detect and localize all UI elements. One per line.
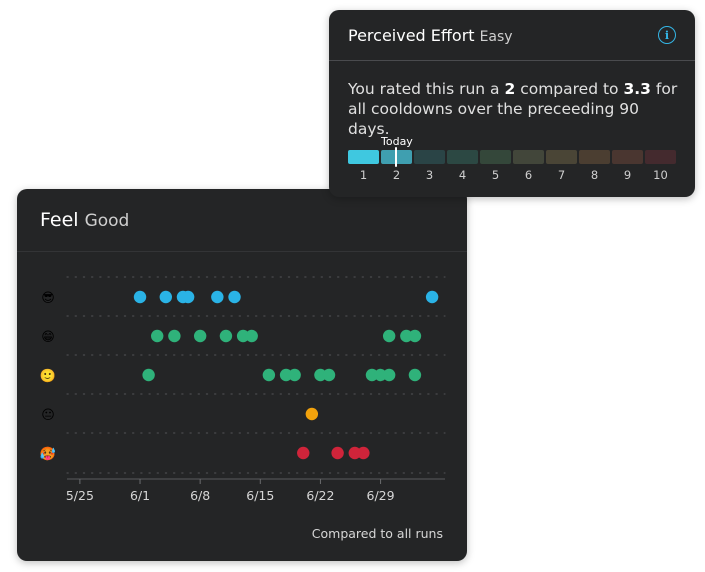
point-good [219, 329, 233, 343]
point-great [181, 290, 195, 304]
feel-footnote: Compared to all runs [311, 526, 443, 541]
today-label: Today [381, 135, 413, 148]
point-okay [382, 368, 396, 382]
point-good [168, 329, 181, 343]
point-bad [297, 446, 310, 460]
point-okay [322, 368, 336, 382]
point-okay [288, 368, 301, 382]
point-good [245, 329, 258, 343]
effort-text-suffix: for all cooldowns over the preceeding 90… [348, 80, 678, 138]
effort-scale-label: 5 [491, 168, 500, 182]
effort-scale-segment: 5 [480, 150, 511, 182]
point-bad [348, 446, 361, 460]
point-good [236, 329, 250, 343]
point-okay [408, 368, 422, 382]
point-okay [365, 368, 379, 382]
effort-scale-label: 4 [458, 168, 467, 182]
feel-divider [17, 251, 467, 252]
point-great [133, 290, 147, 304]
info-icon[interactable]: i [658, 26, 676, 44]
effort-scale-label: 3 [425, 168, 434, 182]
effort-scale-segment: 10 [645, 150, 676, 182]
point-good [151, 329, 164, 343]
feel-title-label: Feel [40, 209, 79, 231]
row-emoji-great: 😎 [41, 291, 55, 306]
feel-scatter-chart: 5/25 6/1 6/8 6/15 6/22 6/29 😎 😁 🙂 😐 🥵 [40, 276, 446, 503]
effort-scale-segment: 4 [447, 150, 478, 182]
effort-scale-segment: 3 [414, 150, 445, 182]
point-good [193, 329, 207, 343]
effort-title: Perceived Effort Easy [348, 26, 513, 45]
point-great [159, 290, 172, 304]
point-okay [314, 368, 327, 382]
effort-scale-label: 8 [590, 168, 599, 182]
point-bad [331, 446, 344, 460]
point-okay [262, 368, 276, 382]
point-good [400, 329, 413, 343]
perceived-effort-card: Perceived Effort Easy i You rated this ru… [329, 10, 695, 197]
row-emoji-okay: 🙂 [40, 368, 56, 384]
effort-average-value: 3.3 [623, 80, 651, 98]
effort-scale-segment: 7 [546, 150, 577, 182]
effort-scale-label: 9 [623, 168, 632, 182]
x-tick-label: 6/8 [190, 488, 210, 503]
x-tick-label: 6/15 [246, 488, 274, 503]
effort-scale-segment: 9 [612, 150, 643, 182]
effort-text-prefix: You rated this run a [348, 80, 505, 98]
point-okay [142, 368, 155, 382]
x-tick-label: 6/29 [367, 488, 395, 503]
point-okay [374, 368, 387, 382]
effort-divider [329, 60, 695, 61]
effort-scale-segment: 2 [381, 147, 412, 182]
effort-text-middle: compared to [515, 80, 624, 98]
effort-scale-segment: 8 [579, 150, 610, 182]
effort-scale-label: 1 [359, 168, 368, 182]
feel-card: Feel Good 5/25 6/1 6/8 6/15 6/22 6/29 😎 😁 🙂 😐 🥵 Com… [17, 189, 467, 561]
effort-scale-label: 7 [557, 168, 566, 182]
x-tick-label: 6/22 [306, 488, 334, 503]
x-tick-label: 5/25 [66, 488, 94, 503]
row-emoji-meh: 😐 [41, 408, 55, 423]
point-bad [357, 446, 370, 460]
row-emoji-good: 😁 [41, 330, 55, 345]
effort-scale: 1 2 3 4 5 6 7 8 9 10 [348, 147, 676, 182]
effort-rating-value: 2 [504, 80, 516, 98]
point-meh [305, 407, 319, 421]
feel-rating-word: Good [84, 211, 130, 231]
today-marker [395, 147, 397, 167]
point-great [211, 290, 224, 304]
effort-description: You rated this run a 2 compared to 3.3 f… [348, 79, 683, 139]
row-emoji-bad: 🥵 [40, 446, 56, 462]
point-great [228, 290, 241, 304]
x-tick-label: 6/1 [130, 488, 150, 503]
effort-title-label: Perceived Effort [348, 26, 475, 45]
effort-scale-label: 2 [392, 168, 401, 182]
effort-scale-segment: 6 [513, 150, 544, 182]
point-good [382, 329, 396, 343]
feel-title: Feel Good [40, 209, 129, 231]
point-okay [279, 368, 293, 382]
effort-scale-label: 6 [524, 168, 533, 182]
point-good [408, 329, 422, 343]
effort-rating-word: Easy [479, 29, 513, 45]
point-great [425, 290, 439, 304]
effort-scale-label: 10 [653, 168, 668, 182]
effort-scale-segment: 1 [348, 150, 379, 182]
